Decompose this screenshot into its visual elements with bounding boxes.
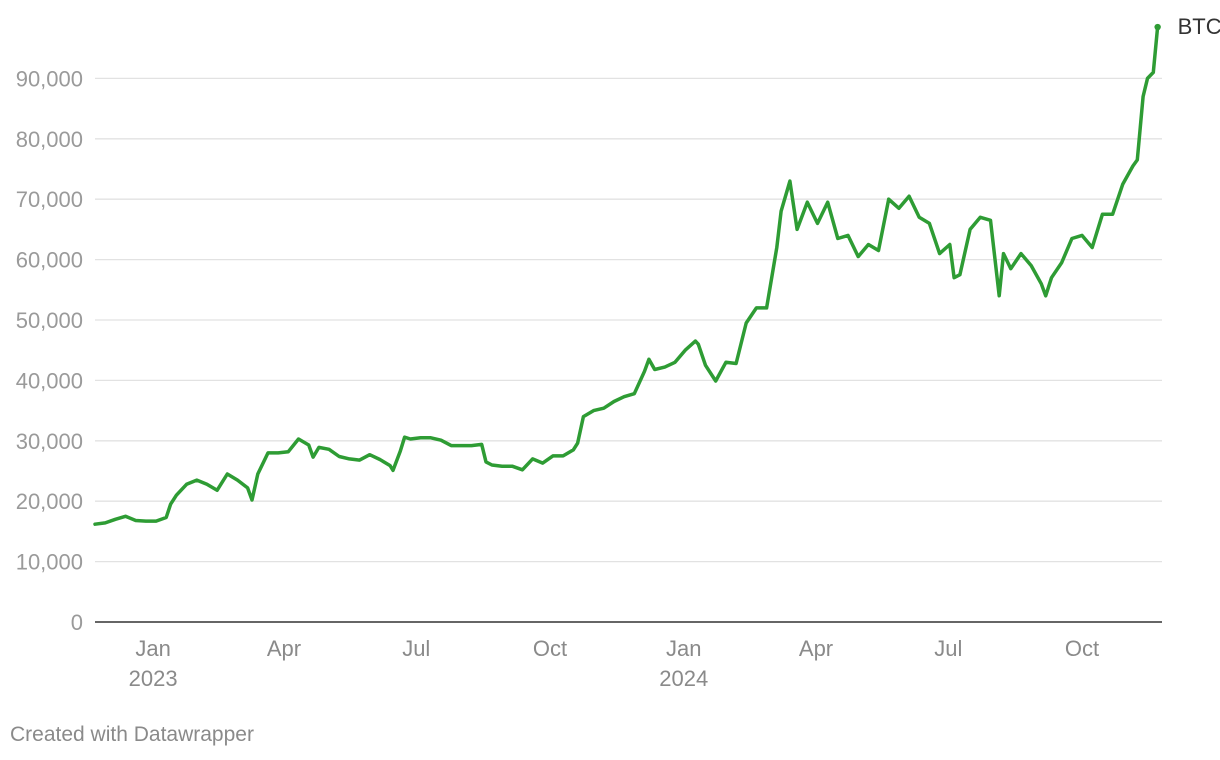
credit-text: Created with Datawrapper xyxy=(10,723,254,746)
x-tick-label: Apr xyxy=(799,636,833,661)
x-tick-label: Oct xyxy=(1065,636,1099,661)
x-tick-label: Jan xyxy=(666,636,701,661)
x-tick-year-label: 2023 xyxy=(129,666,178,691)
x-tick-label: Apr xyxy=(267,636,301,661)
series-label-btc: BTC xyxy=(1178,14,1220,39)
gridlines xyxy=(95,77,1162,563)
y-tick-label: 70,000 xyxy=(16,187,83,212)
y-tick-label: 10,000 xyxy=(16,550,83,575)
x-tick-year-label: 2024 xyxy=(659,666,708,691)
series-line-btc xyxy=(93,25,1160,526)
x-tick-label: Jul xyxy=(934,636,962,661)
x-axis-ticks: Jan 2023 Apr Jul Oct Jan 2024 Apr Jul Oct xyxy=(129,636,1099,691)
y-tick-label: 90,000 xyxy=(16,66,83,91)
x-tick-label: Jan xyxy=(135,636,170,661)
series-end-point xyxy=(1154,23,1161,31)
y-tick-label: 60,000 xyxy=(16,248,83,273)
y-tick-label: 20,000 xyxy=(16,489,83,514)
y-tick-label: 80,000 xyxy=(16,127,83,152)
x-tick-label: Jul xyxy=(402,636,430,661)
x-tick-label: Oct xyxy=(533,636,567,661)
y-tick-label: 40,000 xyxy=(16,368,83,393)
series-lines xyxy=(93,23,1161,526)
y-tick-label: 30,000 xyxy=(16,429,83,454)
y-tick-label: 0 xyxy=(71,610,83,635)
y-axis-ticks: 0 10,000 20,000 30,000 40,000 50,000 60,000 70,… xyxy=(16,66,83,635)
y-tick-label: 50,000 xyxy=(16,308,83,333)
